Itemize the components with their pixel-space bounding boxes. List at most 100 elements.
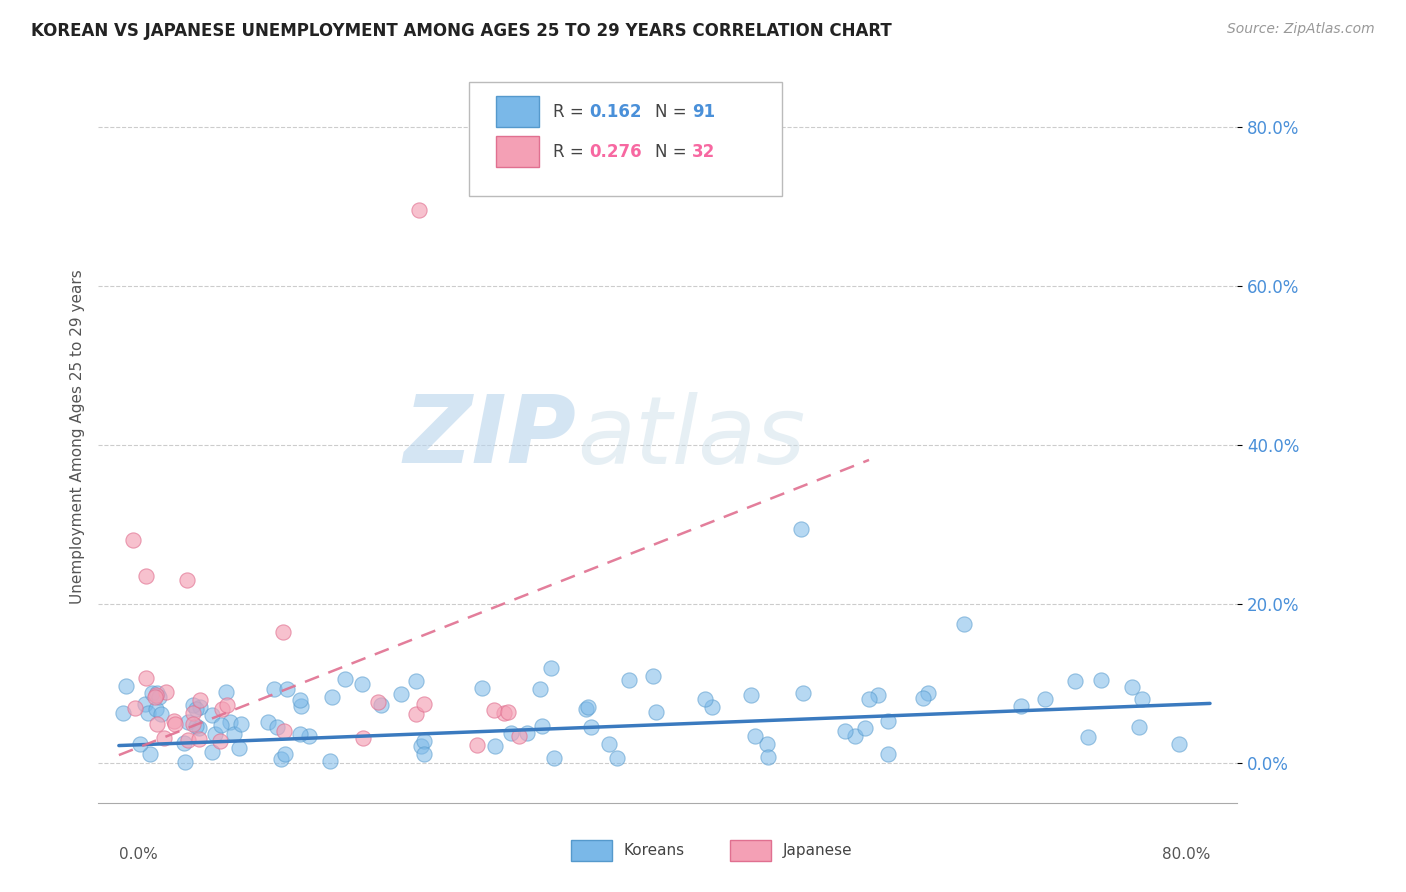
FancyBboxPatch shape: [468, 82, 782, 195]
Point: [163, 714, 186, 728]
FancyBboxPatch shape: [496, 96, 538, 127]
Point: [579, 720, 602, 734]
Point: [224, 727, 246, 741]
Point: [219, 714, 242, 729]
Point: [266, 720, 288, 734]
Point: [290, 699, 312, 714]
Point: [792, 686, 814, 700]
Point: [411, 739, 433, 753]
Point: [756, 750, 779, 764]
Point: [187, 722, 209, 736]
Text: R =: R =: [553, 143, 589, 161]
Text: Japanese: Japanese: [783, 843, 852, 858]
Point: [256, 715, 278, 730]
Text: ZIP: ZIP: [404, 391, 576, 483]
Point: [413, 747, 436, 762]
Point: [135, 569, 157, 583]
Point: [844, 729, 866, 743]
Text: Koreans: Koreans: [623, 843, 685, 858]
Point: [1010, 698, 1032, 713]
Point: [186, 719, 208, 733]
Point: [271, 624, 294, 639]
Point: [413, 697, 436, 711]
Point: [352, 731, 374, 746]
Point: [540, 661, 562, 675]
Point: [1063, 673, 1085, 688]
Y-axis label: Unemployment Among Ages 25 to 29 years: Unemployment Among Ages 25 to 29 years: [69, 269, 84, 605]
Text: 0.0%: 0.0%: [120, 847, 157, 862]
Point: [876, 714, 898, 728]
Point: [471, 681, 494, 695]
Point: [208, 734, 231, 748]
Point: [121, 533, 143, 548]
Point: [917, 686, 939, 700]
Point: [740, 688, 762, 702]
Point: [1128, 720, 1150, 734]
FancyBboxPatch shape: [571, 840, 612, 861]
Point: [834, 724, 856, 739]
Point: [755, 737, 778, 751]
Point: [134, 697, 156, 711]
Point: [912, 690, 935, 705]
Point: [148, 690, 170, 705]
Point: [702, 699, 724, 714]
Text: N =: N =: [655, 143, 692, 161]
Point: [405, 674, 427, 689]
Point: [124, 701, 146, 715]
Point: [877, 747, 900, 761]
Point: [531, 719, 554, 733]
Point: [112, 706, 135, 721]
Point: [228, 741, 250, 756]
Point: [153, 731, 176, 745]
Point: [953, 616, 976, 631]
Point: [606, 751, 628, 765]
Point: [201, 745, 224, 759]
Point: [853, 721, 876, 735]
Point: [165, 716, 187, 731]
Point: [273, 747, 295, 761]
Point: [367, 695, 389, 709]
Point: [145, 686, 167, 700]
Point: [115, 679, 138, 693]
Point: [155, 685, 177, 699]
Point: [177, 714, 200, 729]
Text: 0.276: 0.276: [589, 143, 643, 161]
Point: [576, 699, 599, 714]
Point: [1121, 680, 1143, 694]
Point: [412, 734, 434, 748]
Point: [181, 716, 204, 731]
Point: [1077, 730, 1099, 744]
Text: 0.162: 0.162: [589, 103, 641, 120]
Point: [270, 752, 292, 766]
Point: [405, 707, 427, 722]
Point: [188, 699, 211, 714]
Point: [263, 681, 285, 696]
Text: Source: ZipAtlas.com: Source: ZipAtlas.com: [1227, 22, 1375, 37]
Point: [598, 737, 620, 751]
Point: [574, 701, 596, 715]
Point: [744, 729, 766, 743]
Point: [187, 731, 209, 746]
Point: [215, 685, 238, 699]
Point: [184, 702, 207, 716]
Point: [319, 754, 342, 768]
Point: [290, 693, 312, 707]
Point: [496, 705, 519, 719]
Point: [389, 687, 412, 701]
Point: [173, 735, 195, 749]
Point: [408, 203, 430, 218]
Point: [143, 690, 166, 705]
Point: [465, 739, 488, 753]
Point: [290, 727, 312, 741]
Point: [543, 751, 565, 765]
FancyBboxPatch shape: [496, 136, 538, 167]
Point: [139, 747, 162, 761]
Point: [617, 673, 640, 687]
Point: [211, 702, 233, 716]
Point: [1130, 692, 1153, 706]
Point: [204, 727, 226, 741]
Point: [501, 726, 523, 740]
Point: [181, 698, 204, 712]
Point: [868, 688, 890, 702]
Point: [181, 706, 204, 720]
